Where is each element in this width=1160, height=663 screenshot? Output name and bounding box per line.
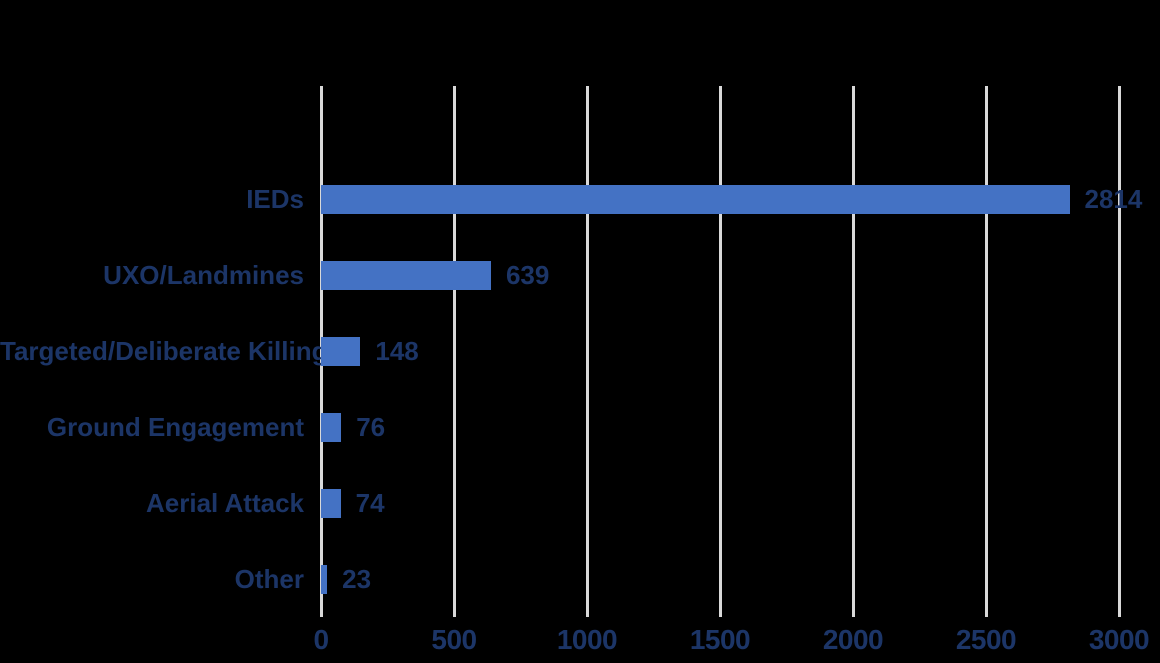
gridline-x-3000 [1117,86,1121,617]
x-tick-label: 2500 [955,624,1017,655]
x-tick-label: 3000 [1088,624,1150,655]
category-label: Other [234,564,304,594]
bar [321,412,342,442]
category-label: Aerial Attack [146,488,304,518]
gridline-x-1500 [718,86,722,617]
bar [321,564,328,594]
gridline-x-2500 [984,86,988,617]
bar [321,336,361,366]
value-label: 74 [355,488,385,518]
bar [321,184,1070,214]
x-tick-label: 1000 [556,624,618,655]
x-tick-label: 0 [313,624,329,655]
value-label: 76 [356,412,386,442]
value-label: 2814 [1084,184,1143,214]
category-label: Ground Engagement [46,412,304,442]
gridline-x-2000 [851,86,855,617]
category-label: UXO/Landmines [103,260,304,290]
category-label: IEDs [246,184,304,214]
x-tick-label: 1500 [689,624,751,655]
value-label: 639 [505,260,550,290]
x-tick-label: 2000 [822,624,884,655]
value-label: 23 [342,564,372,594]
bar [321,488,341,518]
x-tick-label: 500 [431,624,477,655]
bar [321,260,491,290]
gridline-x-1000 [585,86,589,617]
category-label: Targeted/Deliberate Killings [0,336,342,366]
value-label: 148 [375,336,419,366]
gridline-x-500 [452,86,456,617]
